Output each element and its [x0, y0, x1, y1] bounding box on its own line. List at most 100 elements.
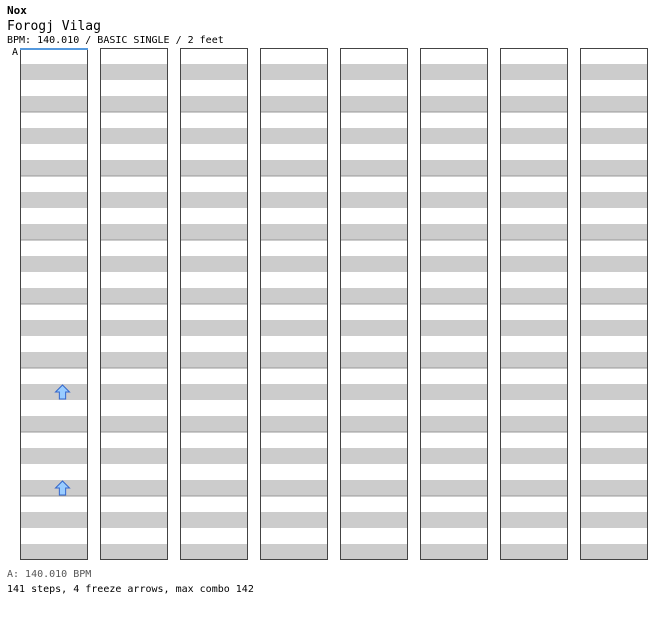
- beat-stripe: [260, 160, 328, 176]
- beat-stripe: [580, 352, 648, 368]
- beat-stripe: [20, 160, 88, 176]
- column-border: [260, 48, 328, 560]
- column-border: [340, 48, 408, 560]
- beat-stripe: [180, 96, 248, 112]
- beat-stripe: [420, 96, 488, 112]
- beat-stripe: [20, 320, 88, 336]
- beat-stripe: [260, 384, 328, 400]
- beat-stripe: [180, 288, 248, 304]
- beat-stripe: [180, 512, 248, 528]
- beat-stripe: [420, 224, 488, 240]
- bpm-marker: A: [12, 47, 19, 58]
- chart-stats: 141 steps, 4 freeze arrows, max combo 14…: [7, 584, 254, 595]
- beat-stripe: [580, 320, 648, 336]
- beat-stripe: [260, 544, 328, 560]
- beat-stripe: [420, 512, 488, 528]
- beat-stripe: [580, 512, 648, 528]
- beat-stripe: [500, 544, 568, 560]
- beat-stripe: [180, 480, 248, 496]
- beat-stripe: [340, 160, 408, 176]
- beat-stripe: [260, 128, 328, 144]
- beat-stripe: [500, 160, 568, 176]
- beat-stripe: [20, 256, 88, 272]
- beat-stripe: [420, 64, 488, 80]
- beat-stripe: [580, 64, 648, 80]
- beat-stripe: [500, 512, 568, 528]
- beat-stripe: [260, 448, 328, 464]
- beat-stripe: [340, 256, 408, 272]
- beat-stripe: [500, 480, 568, 496]
- beat-stripe: [180, 416, 248, 432]
- artist-name: Nox: [7, 4, 27, 17]
- beat-stripe: [100, 224, 168, 240]
- beat-stripe: [340, 448, 408, 464]
- column-border: [180, 48, 248, 560]
- beat-stripe: [100, 192, 168, 208]
- beat-stripe: [260, 480, 328, 496]
- beat-stripe: [20, 544, 88, 560]
- beat-stripe: [500, 64, 568, 80]
- beat-stripe: [580, 544, 648, 560]
- beat-stripe: [100, 128, 168, 144]
- beat-stripe: [500, 96, 568, 112]
- beat-stripe: [500, 192, 568, 208]
- beat-stripe: [340, 192, 408, 208]
- beat-stripe: [100, 416, 168, 432]
- beat-stripe: [180, 224, 248, 240]
- beat-stripe: [20, 224, 88, 240]
- beat-stripe: [180, 544, 248, 560]
- arrow-note-up: [54, 480, 71, 496]
- beat-stripe: [100, 352, 168, 368]
- beat-stripe: [100, 320, 168, 336]
- beat-stripe: [180, 384, 248, 400]
- beat-stripe: [420, 416, 488, 432]
- beat-stripe: [100, 256, 168, 272]
- beat-stripe: [580, 160, 648, 176]
- beat-stripe: [100, 384, 168, 400]
- beat-stripe: [580, 256, 648, 272]
- beat-stripe: [340, 544, 408, 560]
- beat-stripe: [340, 320, 408, 336]
- beat-stripe: [20, 288, 88, 304]
- beat-stripe: [340, 288, 408, 304]
- beat-stripe: [260, 352, 328, 368]
- beat-stripe: [180, 256, 248, 272]
- arrow-note-up: [54, 384, 71, 400]
- beat-stripe: [180, 192, 248, 208]
- beat-stripe: [500, 352, 568, 368]
- beat-stripe: [500, 224, 568, 240]
- beat-stripe: [180, 160, 248, 176]
- beat-stripe: [260, 256, 328, 272]
- beat-stripe: [340, 224, 408, 240]
- beat-stripe: [20, 64, 88, 80]
- beat-stripe: [500, 416, 568, 432]
- beat-stripe: [500, 320, 568, 336]
- beat-stripe: [20, 384, 88, 400]
- beat-stripe: [180, 352, 248, 368]
- beat-stripe: [580, 480, 648, 496]
- beat-stripe: [340, 384, 408, 400]
- beat-stripe: [100, 544, 168, 560]
- beat-stripe: [420, 320, 488, 336]
- beat-stripe: [20, 96, 88, 112]
- beat-stripe: [20, 352, 88, 368]
- beat-stripe: [340, 96, 408, 112]
- beat-stripe: [580, 96, 648, 112]
- step-chart: [20, 48, 648, 560]
- beat-stripe: [420, 192, 488, 208]
- beat-stripe: [20, 128, 88, 144]
- beat-stripe: [580, 128, 648, 144]
- beat-stripe: [420, 160, 488, 176]
- beat-stripe: [420, 480, 488, 496]
- column-border: [100, 48, 168, 560]
- beat-stripe: [100, 480, 168, 496]
- beat-stripe: [180, 320, 248, 336]
- chart-column: [180, 48, 248, 560]
- beat-stripe: [580, 384, 648, 400]
- beat-stripe: [580, 448, 648, 464]
- beat-stripe: [580, 224, 648, 240]
- beat-stripe: [180, 128, 248, 144]
- beat-stripe: [260, 288, 328, 304]
- beat-stripe: [340, 480, 408, 496]
- beat-stripe: [100, 160, 168, 176]
